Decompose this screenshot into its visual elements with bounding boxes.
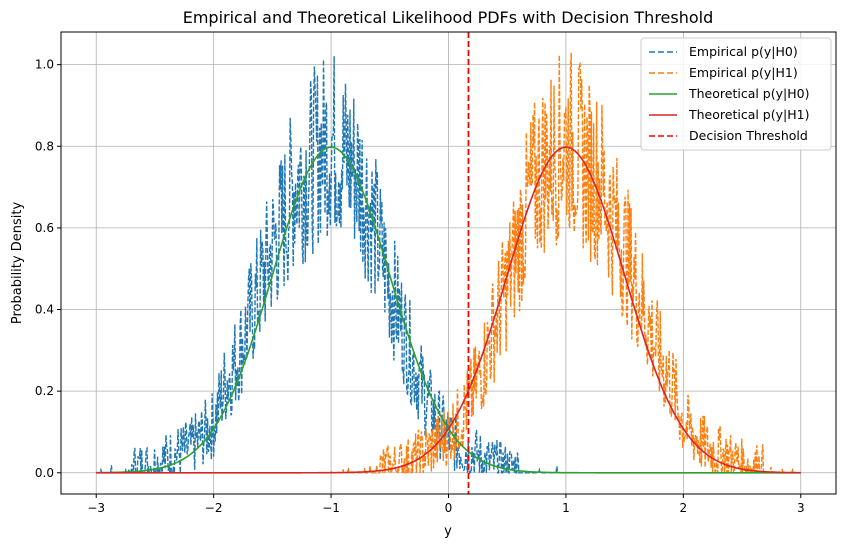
y-axis-ticks: 0.0 0.2 0.4 0.6 0.8 1.0	[35, 58, 61, 480]
x-tick-label: 1	[562, 501, 570, 515]
series-empirical-p-y-h0	[96, 56, 566, 476]
legend-box	[640, 37, 832, 151]
x-axis-ticks: −3 −2 −1 0 1 2 3	[87, 494, 805, 515]
x-tick-label: 0	[445, 501, 453, 515]
series-empirical-p-y-h1	[330, 52, 795, 474]
plot-series	[96, 32, 801, 494]
legend-label: Theoretical p(y|H1)	[688, 107, 809, 122]
x-tick-label: 3	[797, 501, 805, 515]
y-tick-label: 1.0	[35, 58, 54, 72]
y-tick-label: 0.4	[35, 303, 54, 317]
x-axis-label: y	[444, 524, 452, 539]
legend-label: Empirical p(y|H0)	[689, 44, 798, 59]
chart-legend: Empirical p(y|H0) Empirical p(y|H1) Theore…	[640, 37, 832, 151]
y-tick-label: 0.8	[35, 139, 54, 153]
series-theoretical-p-y-h1	[96, 146, 801, 474]
chart-title: Empirical and Theoretical Likelihood PDF…	[183, 8, 714, 27]
legend-label: Decision Threshold	[689, 128, 808, 143]
y-axis-label: Probability Density	[10, 202, 25, 325]
y-tick-label: 0.6	[35, 221, 54, 235]
x-tick-label: −3	[87, 501, 105, 515]
x-tick-label: −1	[322, 501, 340, 515]
y-tick-label: 0.2	[35, 384, 54, 398]
x-tick-label: 2	[680, 501, 688, 515]
legend-label: Empirical p(y|H1)	[689, 65, 798, 80]
legend-label: Theoretical p(y|H0)	[688, 86, 809, 101]
y-tick-label: 0.0	[35, 466, 54, 480]
x-tick-label: −2	[205, 501, 223, 515]
